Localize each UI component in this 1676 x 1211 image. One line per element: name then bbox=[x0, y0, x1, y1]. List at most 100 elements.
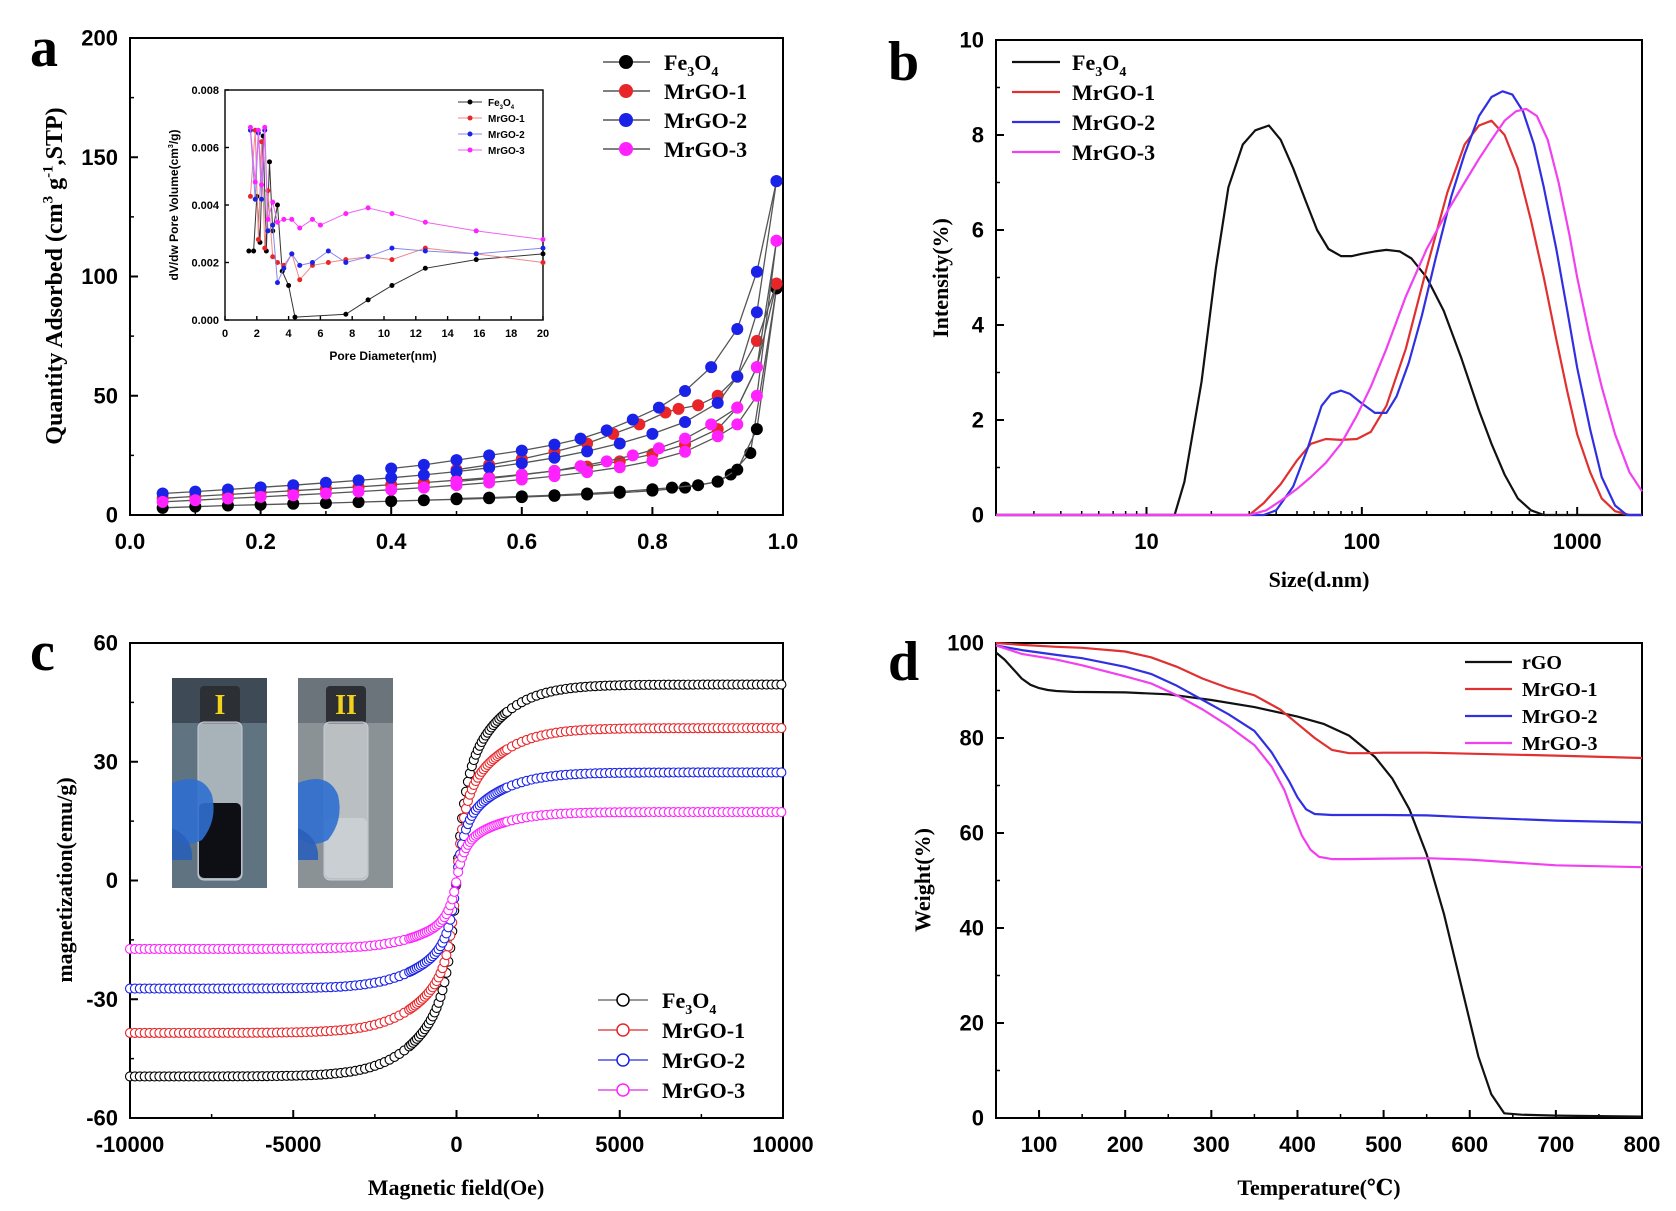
inset-data-point bbox=[389, 211, 395, 217]
text-part: O bbox=[692, 988, 709, 1013]
script-part: 4 bbox=[711, 65, 718, 80]
text-part: dV/dw Pore Volume(cm bbox=[167, 148, 181, 280]
data-point bbox=[287, 489, 300, 502]
legend-label: MrGO-1 bbox=[664, 79, 747, 104]
inset-data-point bbox=[265, 228, 271, 234]
inset-data-point bbox=[281, 265, 287, 271]
x-tick-label: 0.4 bbox=[376, 529, 407, 554]
y-tick-label: 4 bbox=[972, 313, 985, 338]
inset-data-point bbox=[274, 202, 280, 208]
text-part: MrGO-1 bbox=[664, 79, 747, 104]
data-point bbox=[385, 471, 398, 484]
data-point bbox=[319, 487, 332, 500]
data-point bbox=[770, 234, 783, 247]
inset-data-point bbox=[289, 216, 295, 222]
data-point bbox=[352, 496, 365, 509]
inset-data-point bbox=[540, 251, 546, 257]
data-point bbox=[750, 306, 763, 319]
x-axis-label: Magnetic field(Oe) bbox=[368, 1175, 545, 1200]
inset-data-point bbox=[259, 182, 265, 188]
data-point bbox=[750, 361, 763, 374]
data-point bbox=[672, 402, 685, 415]
data-point bbox=[483, 461, 496, 474]
data-point bbox=[254, 481, 267, 494]
series-line bbox=[996, 107, 1643, 517]
data-point bbox=[156, 487, 169, 500]
inset-data-point bbox=[540, 245, 546, 251]
data-point bbox=[626, 413, 639, 426]
data-point bbox=[652, 442, 665, 455]
x-axis-label: Size(d.nm) bbox=[1269, 567, 1370, 592]
x-tick-label: 10 bbox=[378, 328, 390, 340]
x-tick-label: 10000 bbox=[752, 1132, 813, 1157]
x-tick-label: 300 bbox=[1193, 1132, 1230, 1157]
inset-data-point bbox=[259, 196, 265, 202]
text-part: MrGO-3 bbox=[662, 1078, 745, 1103]
x-tick-label: 200 bbox=[1107, 1132, 1144, 1157]
x-tick-label: 14 bbox=[441, 328, 454, 340]
data-point bbox=[731, 322, 744, 335]
legend-label: MrGO-2 bbox=[662, 1048, 745, 1073]
glove bbox=[298, 779, 340, 844]
data-point bbox=[352, 485, 365, 498]
inset-data-point bbox=[540, 260, 546, 265]
data-point bbox=[731, 463, 744, 476]
data-point bbox=[692, 479, 705, 492]
inset-data-point bbox=[473, 257, 479, 263]
inset-data-point bbox=[292, 314, 298, 320]
inset-data-point bbox=[365, 205, 371, 211]
x-tick-label: 0.6 bbox=[507, 529, 538, 554]
text-part: O bbox=[503, 98, 511, 109]
script-part: -1 bbox=[40, 165, 56, 178]
inset-y-axis-label: dV/dw Pore Volume(cm3/g) bbox=[167, 129, 181, 280]
y-axis-label: Weight(%) bbox=[910, 828, 935, 932]
vial-cap bbox=[326, 686, 366, 724]
data-point bbox=[417, 458, 430, 471]
data-point bbox=[744, 446, 757, 459]
data-point bbox=[417, 468, 430, 481]
data-point bbox=[515, 490, 528, 503]
y-tick-label: 8 bbox=[972, 123, 984, 148]
x-tick-label: 0.2 bbox=[245, 529, 276, 554]
data-point bbox=[417, 481, 430, 494]
data-point bbox=[613, 437, 626, 450]
y-tick-label: 100 bbox=[947, 631, 984, 656]
legend-marker bbox=[616, 1053, 630, 1067]
inset-photo: I bbox=[172, 678, 267, 888]
data-point bbox=[156, 495, 169, 508]
y-tick-label: 100 bbox=[81, 264, 118, 289]
data-point bbox=[515, 457, 528, 470]
inset-data-point bbox=[267, 159, 273, 165]
y-tick-label: 0.002 bbox=[191, 257, 219, 269]
data-point bbox=[581, 487, 594, 500]
data-point bbox=[679, 481, 692, 494]
inset-data-point bbox=[259, 139, 265, 145]
data-point bbox=[646, 427, 659, 440]
data-point bbox=[453, 867, 464, 878]
text-part: MrGO-2 bbox=[488, 130, 525, 141]
script-part: 3 bbox=[687, 65, 694, 80]
inset-legend-label: Fe3O4 bbox=[488, 98, 515, 111]
text-part: g bbox=[42, 178, 68, 196]
script-part: 4 bbox=[511, 105, 515, 111]
data-point bbox=[574, 460, 587, 473]
text-part: MrGO-3 bbox=[488, 146, 525, 157]
legend-marker bbox=[616, 1083, 630, 1097]
x-tick-label: 400 bbox=[1279, 1132, 1316, 1157]
y-tick-label: 6 bbox=[972, 218, 984, 243]
series-line bbox=[162, 288, 778, 509]
vial-cap bbox=[200, 686, 240, 724]
vial-liquid bbox=[325, 818, 367, 878]
y-tick-label: 0.008 bbox=[191, 85, 219, 97]
inset-data-point bbox=[343, 260, 349, 265]
text-part: MrGO-1 bbox=[488, 114, 525, 125]
series-line bbox=[996, 119, 1642, 517]
x-tick-label: 20 bbox=[537, 328, 549, 340]
inset-data-point bbox=[389, 257, 395, 263]
data-point bbox=[581, 445, 594, 458]
legend-label: MrGO-2 bbox=[664, 108, 747, 133]
legend-label: MrGO-1 bbox=[1072, 80, 1155, 105]
